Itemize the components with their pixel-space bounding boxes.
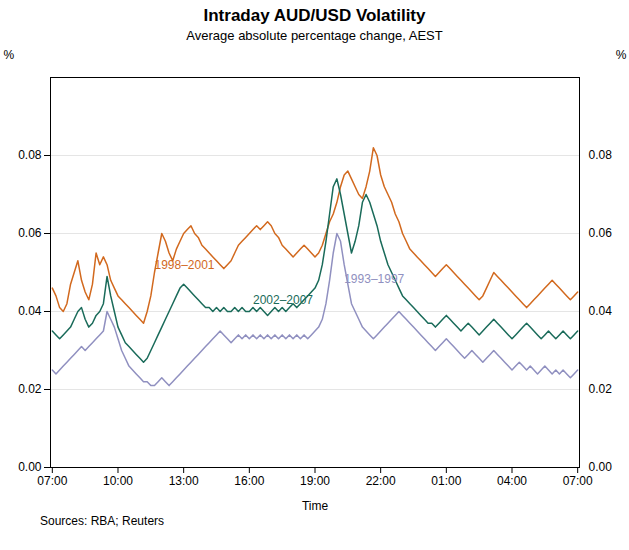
svg-text:10:00: 10:00 xyxy=(103,474,133,488)
svg-text:01:00: 01:00 xyxy=(431,474,461,488)
svg-text:16:00: 16:00 xyxy=(234,474,264,488)
svg-text:0.08: 0.08 xyxy=(589,148,613,162)
svg-text:04:00: 04:00 xyxy=(497,474,527,488)
svg-text:1993–1997: 1993–1997 xyxy=(344,272,404,286)
svg-text:0.00: 0.00 xyxy=(589,460,613,474)
html-text:Average absolute percentage ch: Average absolute percentage change, AEST xyxy=(186,28,443,43)
svg-text:0.02: 0.02 xyxy=(18,382,42,396)
svg-text:0.08: 0.08 xyxy=(18,148,42,162)
svg-text:0.04: 0.04 xyxy=(18,304,42,318)
svg-text:1998–2001: 1998–2001 xyxy=(154,258,214,272)
svg-text:0.00: 0.00 xyxy=(18,460,42,474)
svg-text:0.06: 0.06 xyxy=(18,226,42,240)
svg-text:22:00: 22:00 xyxy=(366,474,396,488)
html-text:Sources: RBA; Reuters: Sources: RBA; Reuters xyxy=(40,514,165,528)
svg-text:0.06: 0.06 xyxy=(589,226,613,240)
svg-text:19:00: 19:00 xyxy=(300,474,330,488)
svg-text:07:00: 07:00 xyxy=(563,474,593,488)
svg-text:%: % xyxy=(616,48,627,62)
svg-text:%: % xyxy=(4,48,15,62)
svg-text:13:00: 13:00 xyxy=(169,474,199,488)
svg-text:0.02: 0.02 xyxy=(589,382,613,396)
svg-text:Time: Time xyxy=(302,499,329,513)
svg-text:0.04: 0.04 xyxy=(589,304,613,318)
svg-text:07:00: 07:00 xyxy=(37,474,67,488)
html-text:Intraday AUD/USD Volatility: Intraday AUD/USD Volatility xyxy=(203,6,426,25)
svg-text:2002–2007: 2002–2007 xyxy=(253,293,313,307)
